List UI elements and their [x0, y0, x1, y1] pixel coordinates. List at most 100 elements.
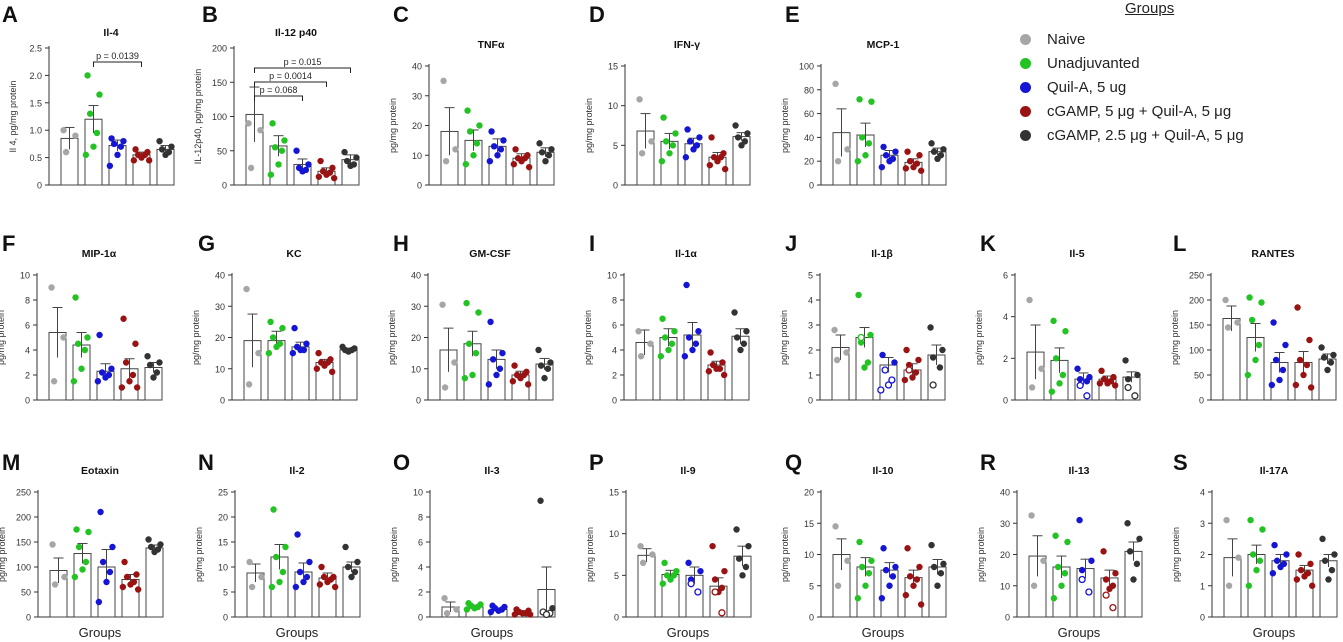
- data-point: [294, 531, 301, 538]
- y-axis-label: pg/mg protein: [583, 310, 593, 365]
- y-tick-label: 4: [612, 346, 617, 356]
- data-point: [738, 142, 745, 149]
- data-point: [660, 114, 667, 121]
- data-point: [519, 610, 526, 617]
- y-tick-label: 0: [223, 613, 228, 623]
- data-point: [267, 318, 274, 326]
- data-point: [84, 72, 91, 79]
- y-tick-label: 10: [412, 151, 422, 161]
- data-point: [470, 152, 477, 159]
- data-point: [73, 526, 80, 533]
- data-point: [486, 158, 494, 165]
- data-point-open: [905, 366, 913, 374]
- data-point: [62, 148, 70, 156]
- data-point: [1078, 566, 1086, 574]
- data-point: [133, 384, 141, 391]
- panel-letter: P: [589, 450, 604, 475]
- y-tick-label: 20: [1000, 550, 1010, 560]
- y-axis-label: pg/mg protein: [387, 310, 397, 365]
- data-point: [147, 543, 155, 551]
- data-point: [719, 359, 726, 366]
- data-point: [1268, 381, 1276, 389]
- data-point: [268, 583, 276, 591]
- data-point: [98, 369, 106, 376]
- data-point-open: [1109, 603, 1117, 612]
- data-point: [473, 140, 481, 147]
- y-tick-label: 1: [808, 371, 813, 381]
- data-point: [313, 365, 321, 372]
- y-tick-label: 0: [417, 181, 422, 191]
- data-point: [878, 163, 886, 171]
- data-point: [126, 378, 133, 385]
- data-point: [158, 146, 166, 153]
- data-point: [153, 369, 161, 376]
- data-point: [471, 605, 478, 612]
- panel-letter: B: [202, 2, 218, 27]
- data-point: [844, 557, 851, 564]
- y-tick-label: 4: [808, 296, 813, 306]
- data-point: [117, 143, 125, 150]
- data-point: [1076, 375, 1084, 383]
- data-point: [867, 331, 874, 339]
- data-point: [1249, 551, 1257, 558]
- data-point: [281, 137, 288, 144]
- data-point: [892, 563, 899, 571]
- data-point-open: [881, 366, 889, 374]
- data-point: [1061, 570, 1069, 577]
- data-point: [525, 163, 533, 171]
- data-point: [662, 138, 670, 145]
- significance-bracket: [254, 67, 351, 73]
- data-point: [695, 328, 702, 335]
- data-point: [1331, 551, 1338, 558]
- panel-title: Il-10: [872, 465, 893, 477]
- data-point: [697, 567, 704, 575]
- significance-bracket: [254, 95, 303, 101]
- legend-marker-cgamp-5: [1020, 105, 1031, 117]
- data-point: [734, 134, 742, 141]
- panel-m: M Eotaxin 0 50 100 150 200 250 pg/mg protein Grou…: [0, 450, 164, 640]
- data-point: [706, 161, 714, 169]
- data-point: [476, 122, 483, 129]
- data-point: [348, 573, 355, 581]
- y-tick-label: 2.0: [29, 71, 42, 81]
- data-point: [879, 351, 886, 359]
- data-point: [1030, 582, 1038, 589]
- data-point: [1124, 375, 1132, 383]
- y-axis-label: pg/mg protein: [0, 310, 6, 365]
- data-point: [145, 536, 152, 543]
- data-point: [500, 137, 507, 144]
- data-point: [917, 167, 925, 174]
- data-point: [494, 152, 501, 159]
- data-point: [832, 523, 839, 530]
- data-point: [1096, 380, 1104, 387]
- data-point: [709, 542, 716, 550]
- data-point: [739, 572, 746, 579]
- data-point: [686, 138, 694, 145]
- data-point: [834, 158, 842, 165]
- data-point: [844, 146, 851, 153]
- data-point: [71, 573, 79, 581]
- data-point-open: [857, 333, 865, 342]
- panel-title: Eotaxin: [81, 465, 119, 477]
- data-point: [912, 369, 920, 376]
- panel-letter: F: [2, 231, 15, 256]
- y-tick-label: 100: [799, 62, 814, 72]
- data-point: [1106, 585, 1113, 593]
- data-point: [86, 110, 94, 117]
- data-point: [541, 374, 548, 382]
- data-point: [934, 155, 941, 163]
- panel-letter: A: [2, 2, 18, 27]
- data-point: [49, 541, 56, 548]
- y-tick-label: 40: [412, 62, 422, 72]
- data-point: [1318, 344, 1325, 351]
- data-point: [864, 359, 872, 366]
- panel-a: A Il-4 0 0.5 1.0 1.5 2.0 2.5 Il 4, pg/mg protein…: [2, 2, 175, 191]
- y-axis-label: Il 4, pg/mg protein: [8, 80, 18, 152]
- data-point: [1328, 566, 1336, 574]
- y-tick-label: 5: [809, 581, 814, 591]
- data-point: [331, 583, 339, 591]
- data-point: [1048, 388, 1056, 395]
- data-point: [292, 583, 300, 591]
- bar: [145, 547, 164, 618]
- y-tick-label: 10: [1000, 581, 1010, 591]
